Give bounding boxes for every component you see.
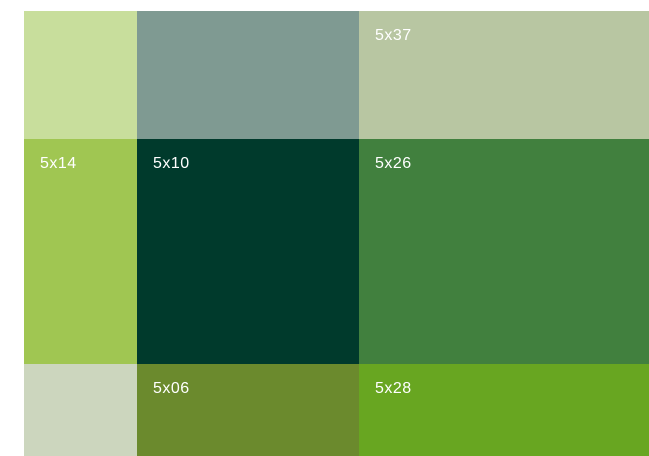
swatch-5x06: 5x06 bbox=[137, 364, 359, 456]
color-swatch-grid: 5x37 5x14 5x10 5x26 5x06 5x28 bbox=[24, 11, 649, 456]
swatch-label: 5x14 bbox=[40, 155, 77, 172]
swatch-r1c2 bbox=[137, 11, 359, 139]
swatch-5x28: 5x28 bbox=[359, 364, 649, 456]
swatch-5x26: 5x26 bbox=[359, 139, 649, 364]
swatch-label: 5x28 bbox=[375, 380, 412, 397]
swatch-5x10: 5x10 bbox=[137, 139, 359, 364]
swatch-label: 5x37 bbox=[375, 27, 412, 44]
swatch-5x14: 5x14 bbox=[24, 139, 137, 364]
swatch-label: 5x26 bbox=[375, 155, 412, 172]
swatch-r3c1 bbox=[24, 364, 137, 456]
swatch-label: 5x06 bbox=[153, 380, 190, 397]
swatch-5x37: 5x37 bbox=[359, 11, 649, 139]
swatch-r1c1 bbox=[24, 11, 137, 139]
swatch-label: 5x10 bbox=[153, 155, 190, 172]
